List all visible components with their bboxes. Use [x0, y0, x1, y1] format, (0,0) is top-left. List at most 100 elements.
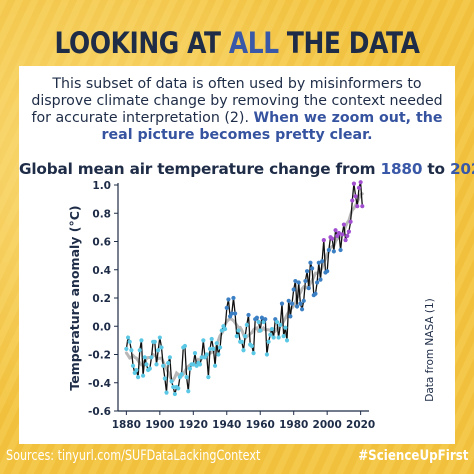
data-point — [182, 343, 188, 349]
data-point — [124, 346, 129, 351]
y-tick-label: 1.0 — [92, 180, 111, 192]
data-point — [294, 304, 300, 309]
data-point — [214, 341, 219, 346]
data-point — [249, 343, 254, 349]
data-point — [241, 348, 246, 353]
annual-anomaly-line — [125, 182, 363, 395]
data-point — [288, 314, 293, 319]
footer-bar: Sources: tinyurl.com/SUFDataLackingConte… — [0, 444, 474, 474]
data-point — [212, 363, 218, 368]
y-tick-label: 0.2 — [92, 293, 111, 305]
data-point — [233, 311, 238, 316]
y-axis-label: Temperature anomaly (°C) — [67, 205, 82, 390]
data-point — [360, 204, 365, 209]
data-point — [358, 180, 363, 185]
data-point — [293, 278, 298, 284]
data-point — [296, 280, 301, 285]
title-part-1: LOOKING AT — [54, 26, 229, 60]
x-tick-label: 1880 — [112, 419, 141, 431]
data-point — [341, 222, 346, 227]
y-tick-label: -0.4 — [88, 378, 111, 390]
data-point — [216, 352, 221, 357]
x-tick-label: 1920 — [179, 419, 208, 431]
data-point — [191, 362, 196, 367]
data-point — [152, 339, 157, 344]
data-point — [154, 362, 159, 367]
data-point — [169, 379, 174, 384]
y-tick-label: -0.6 — [88, 406, 111, 418]
y-tick-label: 0.6 — [92, 237, 111, 249]
data-point — [326, 247, 331, 253]
data-point — [251, 350, 256, 356]
data-point — [269, 326, 275, 332]
data-point — [142, 355, 147, 360]
data-point — [206, 375, 211, 380]
data-point — [303, 278, 308, 284]
data-point — [167, 355, 172, 360]
data-point — [353, 194, 358, 199]
x-tick-label: 2020 — [346, 419, 375, 431]
data-point — [279, 301, 285, 306]
title-part-2: THE DATA — [278, 26, 420, 60]
intro-text: This subset of data is often used by mis… — [31, 76, 443, 126]
data-point — [259, 315, 265, 320]
data-point — [318, 277, 323, 282]
data-point — [204, 352, 209, 357]
data-point — [271, 335, 276, 340]
y-axis-ticks: -0.6 -0.4 -0.2 0.0 0.2 0.4 0.6 0.8 1.0 — [88, 180, 118, 418]
data-point — [222, 326, 228, 332]
data-point — [244, 322, 249, 327]
data-point — [135, 375, 141, 380]
data-point — [161, 363, 166, 368]
data-point — [313, 291, 318, 296]
data-point — [281, 334, 286, 339]
data-point — [141, 373, 146, 378]
y-tick-label: 0.0 — [92, 321, 111, 333]
data-point — [209, 336, 214, 342]
data-point — [207, 346, 213, 351]
data-point — [229, 311, 234, 316]
data-point — [139, 338, 144, 343]
data-point — [264, 352, 270, 357]
data-point — [197, 362, 203, 367]
data-point — [224, 305, 229, 310]
sources-link[interactable]: Sources: tinyurl.com/SUFDataLackingConte… — [6, 448, 261, 464]
data-point — [338, 247, 343, 253]
data-point — [234, 334, 239, 339]
data-point — [336, 230, 341, 236]
data-point — [217, 345, 223, 350]
data-point — [315, 280, 320, 285]
data-source-note: Data from NASA (1) — [424, 298, 436, 401]
data-point — [172, 391, 177, 397]
data-point — [147, 366, 152, 371]
data-point — [284, 338, 290, 343]
data-point — [129, 348, 134, 353]
data-point — [186, 389, 191, 394]
data-point — [340, 232, 345, 237]
x-tick-label: 1980 — [279, 419, 308, 431]
data-point — [343, 237, 348, 243]
data-point — [355, 204, 360, 209]
data-point — [125, 335, 131, 340]
data-point — [127, 339, 132, 344]
data-point — [333, 228, 338, 233]
data-points — [124, 180, 365, 397]
data-point — [159, 345, 164, 350]
data-point — [219, 328, 224, 333]
data-point — [236, 328, 241, 333]
chart-title-end-year: 2021 — [449, 160, 474, 178]
chart-title-start-year: 1880 — [380, 160, 423, 178]
data-point — [162, 376, 167, 381]
data-point — [276, 335, 281, 340]
y-tick-label: 0.4 — [92, 265, 111, 277]
data-point — [283, 325, 288, 330]
data-point — [286, 298, 291, 303]
data-point — [310, 266, 315, 271]
data-point — [306, 286, 311, 291]
data-point — [171, 384, 176, 390]
data-point — [308, 260, 313, 265]
y-tick-label: -0.2 — [88, 350, 111, 362]
data-point — [144, 362, 149, 367]
x-tick-label: 1900 — [145, 419, 174, 431]
